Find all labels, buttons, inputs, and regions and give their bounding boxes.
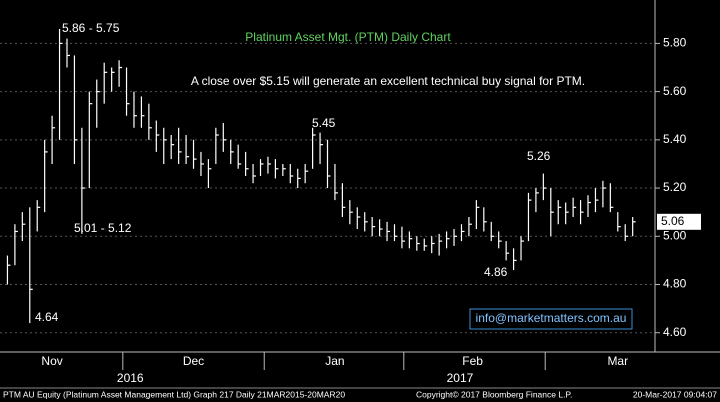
annotation: 4.64 bbox=[35, 310, 59, 324]
y-tick-label: 5.40 bbox=[663, 132, 687, 146]
y-tick-label: 4.80 bbox=[663, 277, 687, 291]
watermark-box bbox=[469, 308, 633, 330]
year-label: 2017 bbox=[447, 371, 474, 385]
x-tick-label: Dec bbox=[183, 354, 204, 368]
last-price-label: 5.06 bbox=[661, 214, 685, 228]
annotation: 5.26 bbox=[527, 149, 551, 163]
y-tick-label: 4.60 bbox=[663, 325, 687, 339]
subtitle: A close over $5.15 will generate an exce… bbox=[191, 74, 585, 88]
last-price-box bbox=[657, 213, 701, 230]
chart-title: Platinum Asset Mgt. (PTM) Daily Chart bbox=[245, 30, 451, 44]
x-tick-label: Mar bbox=[607, 354, 628, 368]
annotation: 5.01 - 5.12 bbox=[74, 221, 132, 235]
footer-left: PTM AU Equity (Platinum Asset Management… bbox=[3, 389, 345, 399]
annotation: 4.86 bbox=[484, 265, 508, 279]
x-tick-label: Jan bbox=[325, 354, 344, 368]
x-tick-label: Feb bbox=[462, 354, 483, 368]
footer-right: 20-Mar-2017 09:04:07 bbox=[633, 389, 717, 399]
y-tick-label: 5.00 bbox=[663, 228, 687, 242]
year-label: 2016 bbox=[117, 371, 144, 385]
x-tick-label: Nov bbox=[41, 354, 62, 368]
y-tick-label: 5.80 bbox=[663, 36, 687, 50]
y-tick-label: 5.20 bbox=[663, 180, 687, 194]
annotation: 5.86 - 5.75 bbox=[62, 21, 120, 35]
footer-mid: Copyright© 2017 Bloomberg Finance L.P. bbox=[416, 389, 572, 399]
watermark: info@marketmatters.com.au bbox=[476, 311, 627, 325]
annotation: 5.45 bbox=[312, 116, 336, 130]
y-tick-label: 5.60 bbox=[663, 84, 687, 98]
